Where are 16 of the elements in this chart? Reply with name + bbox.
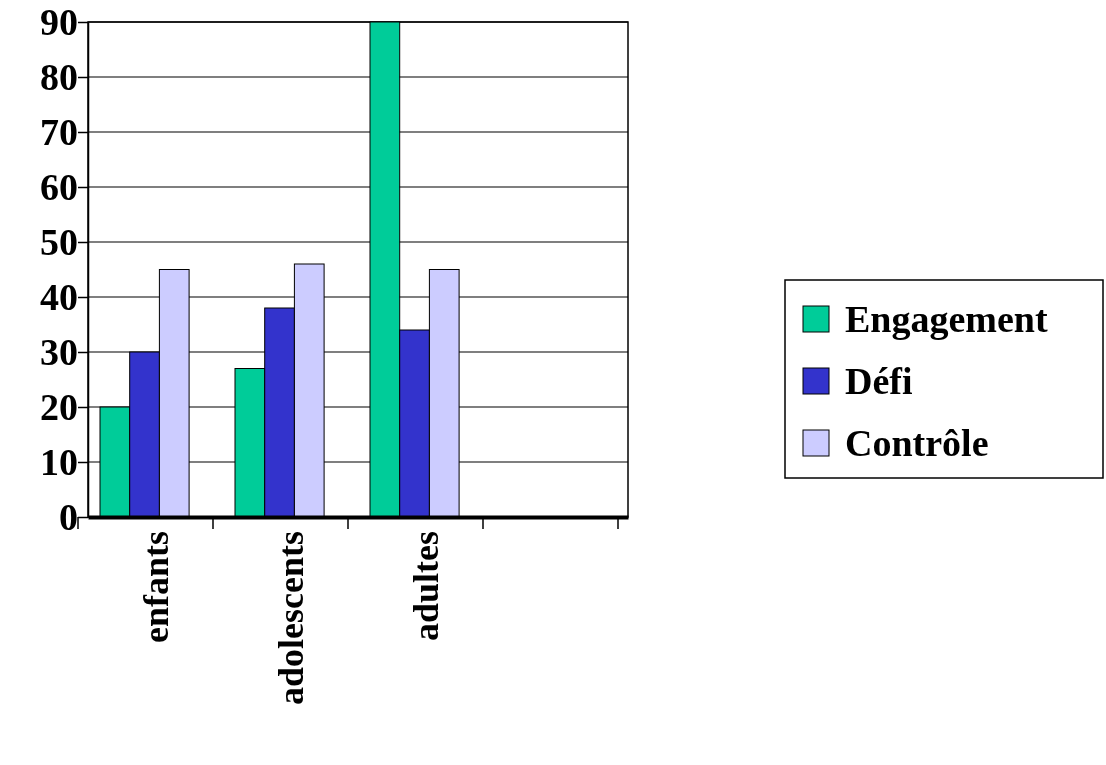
y-tick-label: 50 [40, 220, 78, 263]
y-tick-label: 60 [40, 165, 78, 208]
y-tick-label: 20 [40, 385, 78, 428]
x-tick-label: enfants [136, 531, 177, 644]
y-tick-label: 10 [40, 440, 78, 483]
y-tick-label: 30 [40, 330, 78, 373]
legend-label: Défi [845, 360, 913, 403]
legend-label: Contrôle [845, 422, 989, 465]
y-tick-label: 40 [40, 275, 78, 318]
y-tick-label: 0 [59, 495, 78, 538]
y-tick-label: 70 [40, 110, 78, 153]
y-tick-label: 90 [40, 0, 78, 43]
legend-label: Engagement [845, 298, 1048, 341]
x-tick-label: adultes [406, 531, 447, 642]
x-tick-label: adolescents [271, 531, 312, 705]
y-tick-label: 80 [40, 55, 78, 98]
